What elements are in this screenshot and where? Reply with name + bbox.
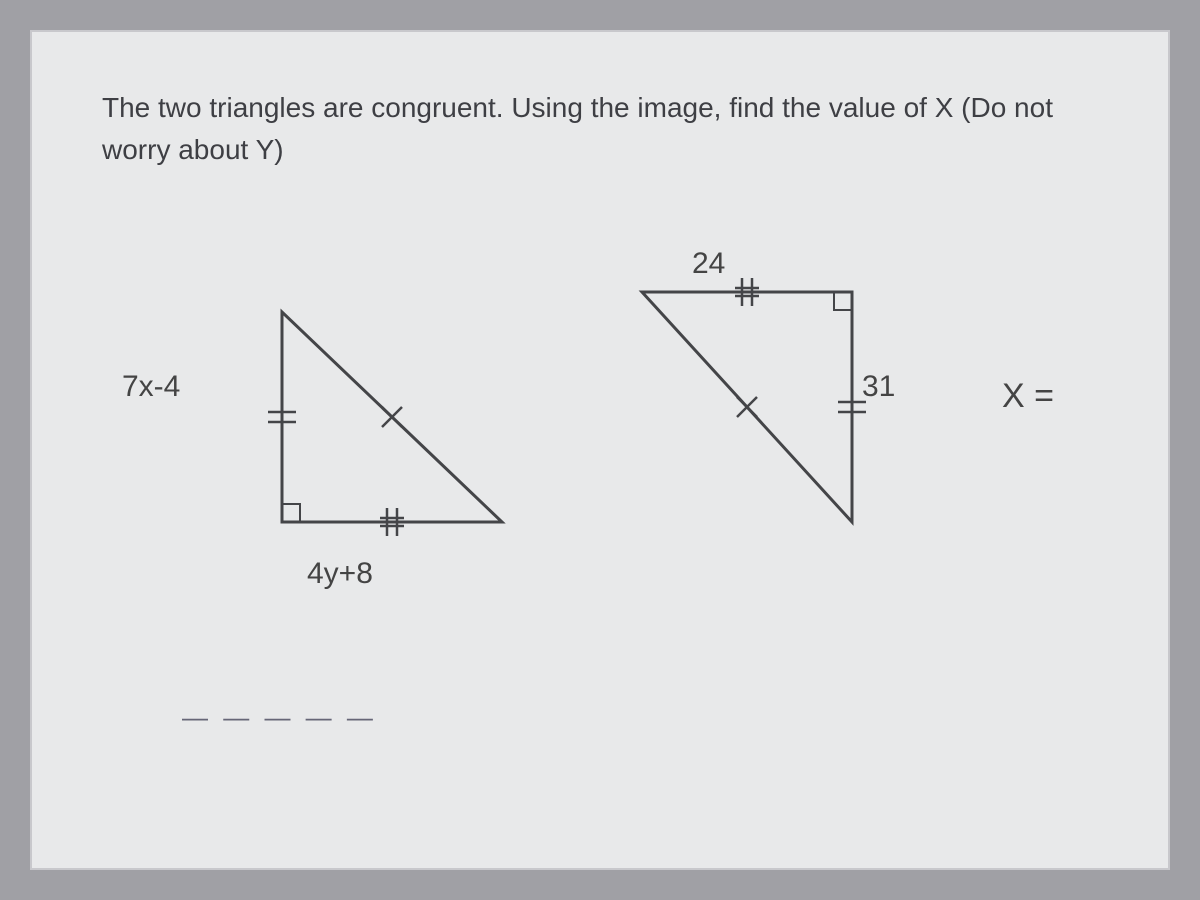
answer-prompt: X = bbox=[1002, 377, 1054, 416]
label-31: 31 bbox=[862, 370, 895, 404]
worksheet-sheet: The two triangles are congruent. Using t… bbox=[30, 30, 1170, 870]
label-24: 24 bbox=[692, 247, 725, 281]
triangle-left bbox=[268, 312, 502, 536]
triangles-figure bbox=[82, 232, 1082, 732]
label-7x-4: 7x-4 bbox=[122, 370, 180, 404]
label-4y+8: 4y+8 bbox=[307, 557, 373, 591]
question-prompt: The two triangles are congruent. Using t… bbox=[102, 87, 1112, 171]
triangle-right bbox=[642, 278, 866, 522]
answer-blank[interactable]: — — — — — bbox=[182, 702, 377, 733]
